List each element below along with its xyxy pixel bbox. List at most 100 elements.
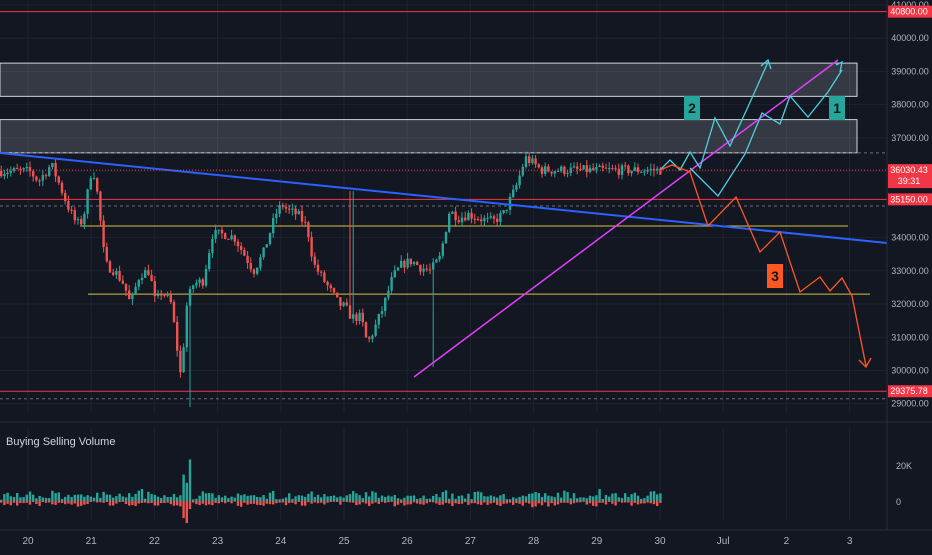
volume-bar-sell — [636, 501, 640, 505]
candle — [233, 234, 236, 246]
volume-bar-buy — [652, 491, 656, 501]
volume-bar-sell — [288, 501, 291, 504]
candle — [636, 163, 640, 175]
candle — [307, 220, 310, 242]
y-tick-label: 31000.00 — [891, 332, 929, 342]
volume-bar-sell — [576, 501, 579, 503]
volume-bar-buy — [204, 493, 208, 501]
candle — [3, 169, 6, 180]
candle-body — [275, 213, 278, 218]
volume-bar-buy — [80, 494, 83, 501]
volume-bar-sell — [252, 501, 256, 504]
volume-bar-buy — [364, 492, 368, 501]
candle-body — [265, 244, 268, 248]
candle — [89, 175, 92, 191]
candle-body — [233, 235, 236, 242]
candle-body — [86, 189, 89, 214]
candle-body — [67, 200, 70, 210]
x-tick-label: 22 — [149, 536, 161, 547]
volume-bar-buy — [633, 492, 636, 501]
volume-bar-buy — [582, 497, 585, 501]
volume-bar-buy — [179, 495, 182, 501]
volume-bar-sell — [419, 501, 422, 505]
volume-bar-sell — [563, 501, 566, 503]
candle — [566, 169, 569, 178]
y-tick-label: 41000.00 — [891, 0, 929, 10]
volume-bar-buy — [326, 496, 329, 501]
volume-bar-buy — [118, 493, 121, 501]
volume-bar-buy — [384, 496, 387, 501]
candle — [476, 216, 480, 222]
volume-bar-buy — [166, 497, 169, 501]
candle-body — [355, 314, 358, 322]
volume-bar-buy — [153, 494, 156, 501]
volume-bar-buy — [38, 495, 41, 501]
candle — [377, 313, 380, 329]
candle — [163, 293, 166, 298]
candle — [540, 165, 544, 178]
candle — [492, 214, 496, 224]
volume-bar-buy — [89, 496, 92, 501]
volume-bar-buy — [307, 493, 310, 501]
volume-bar-sell — [396, 501, 400, 505]
candle-body — [643, 171, 646, 173]
candle — [51, 162, 54, 170]
candle — [464, 211, 467, 222]
volume-bar-sell — [518, 501, 521, 504]
candle — [524, 151, 528, 169]
candle — [179, 345, 182, 378]
candle — [35, 175, 38, 183]
candle-body — [390, 276, 393, 291]
candle-body — [384, 297, 387, 312]
candle — [70, 205, 73, 214]
volume-bar-sell — [377, 501, 380, 505]
candle — [54, 159, 57, 183]
candle — [198, 277, 201, 288]
candle — [73, 207, 76, 225]
candle-body — [214, 230, 217, 239]
volume-bar-sell — [262, 501, 265, 506]
volume-bar-buy — [617, 497, 620, 501]
resistance-zone — [0, 62, 858, 97]
candle — [572, 162, 576, 169]
candle-body — [505, 209, 508, 211]
volume-bar-buy — [518, 496, 521, 501]
x-tick-label: 26 — [402, 536, 414, 547]
candle-body — [140, 277, 144, 281]
volume-bar-sell — [249, 501, 252, 504]
candle — [451, 210, 454, 215]
candle — [470, 208, 473, 224]
candle — [380, 306, 384, 318]
volume-bar-buy — [476, 491, 480, 501]
volume-bar-buy — [217, 495, 220, 501]
volume-bar-buy — [278, 499, 281, 501]
volume-bar-sell — [524, 501, 528, 503]
volume-bar-buy — [569, 498, 572, 501]
volume-bar-sell — [432, 501, 435, 503]
candle — [224, 232, 227, 240]
volume-bar-buy — [19, 497, 22, 501]
volume-bar-sell — [508, 501, 512, 503]
volume-bar-sell — [572, 501, 576, 504]
volume-bar-sell — [403, 501, 406, 506]
candle — [403, 259, 406, 274]
x-tick-label: 24 — [275, 536, 287, 547]
volume-indicator-title: Buying Selling Volume — [6, 436, 116, 448]
candle — [272, 213, 275, 238]
candle — [96, 177, 99, 195]
candle-body — [582, 165, 585, 170]
candle — [19, 166, 22, 175]
candle — [169, 290, 172, 304]
candle — [534, 154, 537, 168]
candle-body — [76, 219, 80, 221]
volume-bar-sell — [598, 501, 601, 503]
candle — [76, 216, 80, 225]
candle — [457, 215, 460, 224]
volume-bar-sell — [515, 501, 518, 503]
volume-bar-sell — [172, 501, 176, 506]
volume-bar-buy — [9, 496, 12, 501]
candle — [435, 258, 438, 263]
volume-bar-sell — [214, 501, 217, 503]
candle-body — [416, 261, 419, 265]
